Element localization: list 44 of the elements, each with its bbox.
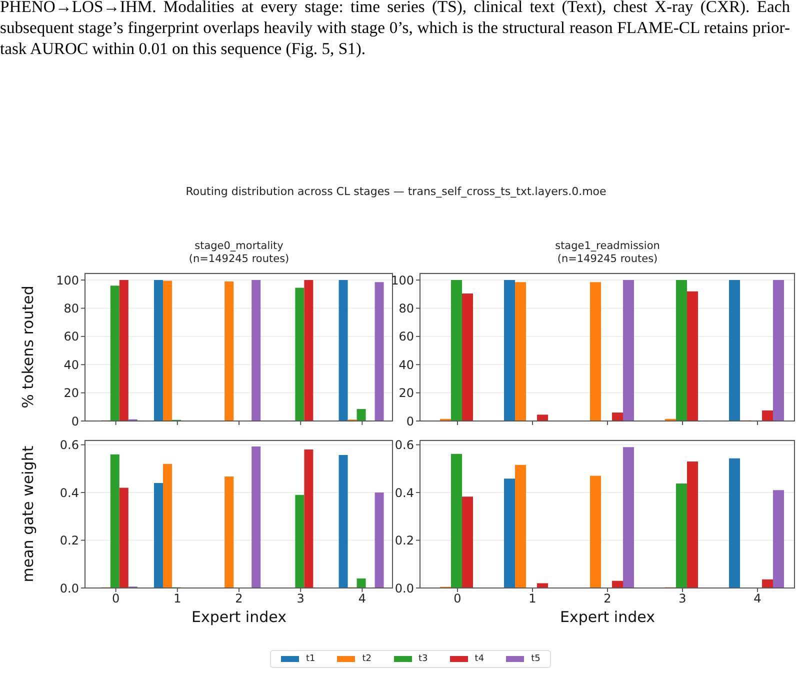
x-tick-label: 1 [174, 592, 182, 606]
x-tick-label: 3 [678, 592, 686, 606]
x-tick-label: 0 [112, 592, 120, 606]
y-tick-label: 100 [56, 273, 79, 288]
y-tick-label: 0.4 [60, 486, 79, 500]
y-axis-title: % tokens routed [19, 286, 37, 408]
chart-subtitle: (n=149245 routes) [556, 253, 659, 266]
y-tick-label: 60 [64, 330, 79, 344]
legend-label: t1 [306, 654, 316, 664]
x-tick-label: 0 [454, 592, 462, 606]
x-tick-label: 2 [235, 592, 243, 606]
y-tick-label: 0.4 [394, 486, 414, 500]
y-tick-label: 0 [406, 414, 414, 428]
x-tick-label: 3 [296, 592, 304, 606]
y-tick-label: 60 [398, 330, 414, 344]
y-tick-label: 80 [64, 302, 79, 316]
x-tick-label: 4 [754, 592, 762, 606]
y-tick-label: 0.0 [60, 581, 79, 596]
y-axis-title: mean gate weight [19, 446, 37, 582]
y-tick-label: 80 [398, 302, 414, 316]
y-tick-label: 20 [64, 386, 79, 400]
text: Routing distribution across CL stages — trans_self_cross_ts_txt.layers.0.moe [184, 185, 608, 198]
x-tick-label: 2 [604, 592, 612, 606]
chart-title: stage1_readmission [554, 240, 661, 253]
x-axis-title: Expert index [559, 608, 656, 626]
y-tick-label: 0.6 [394, 438, 414, 452]
text: PHENO→LOS→IHM. Modalities at every stage: time series (TS), clinical text (Text), chest X-ray (CXR). Each subsequent stage’s fingerprint overlaps heavily with stage 0’s, which is the structural reason FLAME-CL retains prior-task AUROC within 0.01 on this sequence (Fig. 5, S1). [0, 0, 790, 59]
y-tick-label: 0 [71, 414, 79, 428]
legend-label: t3 [418, 654, 428, 664]
legend-label: t2 [362, 654, 372, 664]
x-tick-label: 1 [528, 592, 536, 606]
y-tick-label: 40 [398, 358, 414, 372]
y-tick-label: 40 [64, 358, 79, 372]
legend-label: t5 [531, 654, 540, 664]
y-tick-label: 0.0 [394, 581, 414, 596]
y-tick-label: 0.2 [394, 534, 414, 548]
x-tick-label: 4 [358, 592, 366, 606]
y-tick-label: 20 [398, 386, 414, 400]
y-tick-label: 0.2 [60, 534, 79, 548]
chart-subtitle: (n=149245 routes) [188, 253, 290, 266]
chart-title: stage0_mortality [194, 240, 284, 253]
y-tick-label: 0.6 [60, 438, 79, 452]
legend-label: t4 [474, 654, 484, 664]
x-axis-title: Expert index [190, 608, 288, 626]
